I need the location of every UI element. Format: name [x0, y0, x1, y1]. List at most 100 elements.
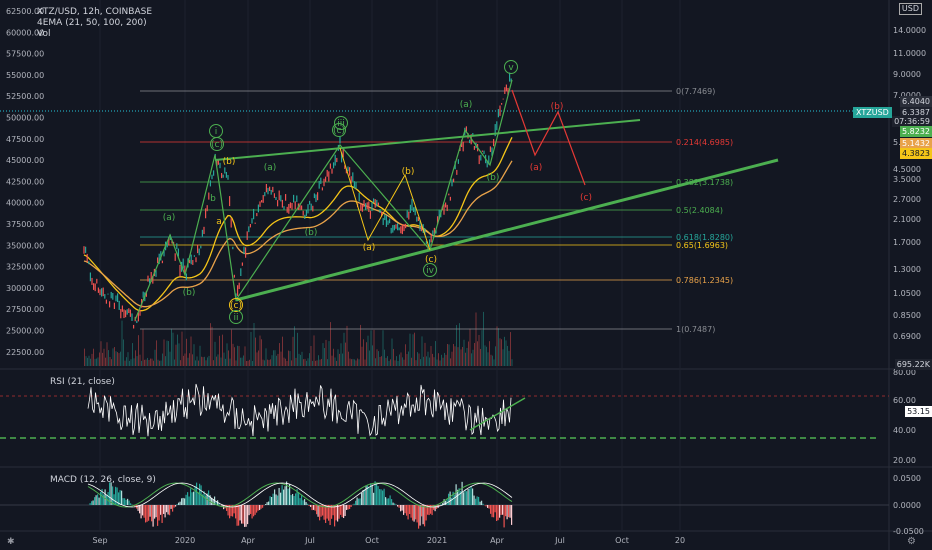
macd-histogram-bar — [308, 505, 310, 506]
wave-label: (b) — [551, 102, 564, 112]
volume-bar — [103, 348, 105, 366]
volume-bar — [336, 360, 337, 366]
wave-label: (a) — [460, 100, 473, 110]
macd-histogram-bar — [103, 494, 105, 505]
macd-histogram-bar — [385, 497, 387, 505]
macd-histogram-bar — [127, 498, 129, 505]
macd-histogram-bar — [283, 489, 285, 505]
volume-bar — [205, 360, 207, 366]
macd-histogram-bar — [190, 488, 192, 505]
volume-bar — [256, 352, 258, 366]
volume-bar — [118, 353, 120, 366]
volume-bar — [427, 351, 429, 366]
macd-histogram-bar — [397, 505, 399, 507]
rsi-trendline[interactable] — [469, 397, 526, 431]
volume-bar — [421, 336, 423, 366]
macd-histogram-bar — [203, 491, 205, 505]
correction-wave-path[interactable] — [339, 147, 431, 251]
macd-histogram-bar — [142, 505, 144, 516]
macd-histogram-bar — [301, 494, 303, 505]
trend-drawings[interactable] — [134, 79, 779, 321]
volume-bar — [252, 360, 253, 366]
volume-bar — [391, 338, 393, 366]
macd-histogram-bar — [182, 497, 184, 505]
volume-bar — [352, 358, 354, 366]
volume-bar — [123, 339, 124, 366]
rsi-panel[interactable] — [0, 383, 889, 439]
macd-legend[interactable]: MACD (12, 26, close, 9) — [50, 475, 156, 485]
macd-histogram-bar — [494, 505, 496, 513]
macd-histogram-bar — [485, 505, 487, 507]
macd-histogram-bar — [284, 486, 286, 505]
volume-bar — [295, 357, 297, 366]
elliott-wave-path[interactable] — [134, 79, 513, 321]
price-tick-right: 9.0000 — [893, 70, 921, 79]
resistance-trendline[interactable] — [214, 119, 641, 161]
support-trendline[interactable] — [235, 158, 779, 302]
volume-bar — [372, 345, 373, 366]
gear-icon[interactable]: ⚙ — [907, 536, 916, 547]
volume-bar — [190, 336, 192, 366]
volume-bar — [303, 359, 304, 366]
volume-bar — [196, 356, 198, 366]
fib-level-label: 0.786(1.2345) — [676, 276, 733, 285]
volume-bar — [174, 359, 175, 366]
volume-bar — [387, 356, 388, 366]
volume-bar — [343, 332, 345, 366]
volume-bar — [307, 358, 309, 366]
macd-histogram-bar — [424, 505, 426, 527]
macd-histogram-bar — [260, 505, 262, 509]
volume-bar — [157, 359, 159, 366]
price-tick-right: 7.0000 — [893, 91, 921, 100]
macd-histogram-bar — [376, 482, 378, 505]
volume-bar — [195, 360, 196, 366]
macd-histogram-bar — [176, 504, 178, 505]
ema-indicator-label[interactable]: 4EMA (21, 50, 100, 200) — [37, 18, 147, 28]
volume-bar — [181, 331, 183, 366]
macd-histogram-bar — [169, 505, 171, 516]
volume-bar — [480, 348, 481, 366]
volume-bar — [214, 341, 216, 366]
macd-histogram-bar — [373, 492, 375, 505]
symbol-title[interactable]: XTZ/USD, 12h, COINBASE — [37, 7, 153, 17]
volume-indicator-label[interactable]: Vol — [37, 29, 51, 39]
volume-bar — [160, 360, 162, 366]
macd-panel[interactable] — [0, 481, 889, 529]
rsi-legend[interactable]: RSI (21, close) — [50, 377, 115, 387]
volume-bar — [225, 358, 226, 366]
macd-histogram-bar — [170, 505, 172, 509]
currency-label[interactable]: USD — [898, 3, 922, 15]
macd-histogram-bar — [505, 505, 507, 517]
macd-histogram-bar — [503, 505, 505, 528]
macd-histogram-bar — [365, 486, 367, 505]
volume-bar — [474, 342, 475, 366]
volume-bar — [361, 346, 363, 366]
macd-histogram-bar — [116, 487, 118, 505]
volume-bar — [321, 358, 322, 366]
volume-bar — [495, 346, 496, 366]
macd-histogram-bar — [196, 482, 198, 505]
tradingview-logo-icon[interactable]: ✱ — [7, 537, 15, 547]
macd-histogram-bar — [323, 505, 325, 520]
macd-histogram-bar — [380, 489, 382, 505]
macd-histogram-bar — [262, 505, 264, 508]
volume-bar — [298, 353, 300, 366]
volume-bar — [501, 339, 502, 366]
macd-histogram-bar — [472, 488, 474, 505]
macd-histogram-bar — [128, 500, 130, 505]
projection-wave-path[interactable] — [511, 89, 586, 186]
volume-bar — [340, 343, 342, 366]
macd-histogram-bar — [259, 505, 261, 511]
macd-histogram-bar — [344, 505, 346, 517]
macd-histogram-bar — [230, 505, 232, 517]
macd-histogram-bar — [334, 505, 336, 527]
volume-bar — [106, 342, 108, 366]
macd-histogram-bar — [107, 492, 109, 505]
ema-50-line — [83, 160, 513, 308]
macd-histogram-bar — [364, 489, 366, 505]
macd-histogram-bar — [245, 505, 247, 527]
macd-histogram-bar — [92, 500, 94, 505]
volume-bar — [492, 355, 493, 366]
macd-histogram-bar — [487, 505, 489, 508]
